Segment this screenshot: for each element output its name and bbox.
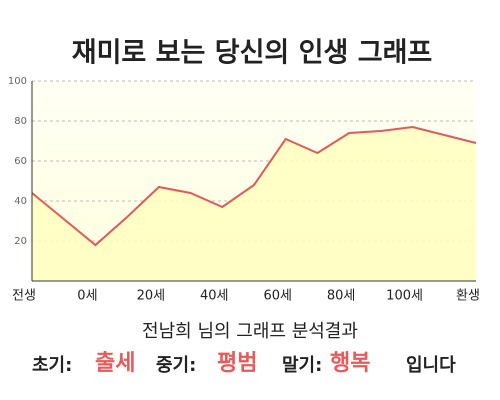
- x-tick-label: 전생: [12, 289, 36, 304]
- ending: 입니다: [406, 354, 456, 376]
- late-result: 행복: [330, 351, 370, 376]
- middle-result: 평범: [217, 351, 257, 376]
- result-heading: 전남희 님의 그래프 분석결과: [142, 321, 358, 342]
- y-tick-label: 100: [8, 76, 27, 87]
- middle-label: 중기:: [156, 355, 196, 376]
- x-tick-label: 0세: [77, 289, 97, 304]
- x-tick-label: 환생: [456, 289, 480, 304]
- x-tick-label: 20세: [137, 289, 166, 304]
- line: [31, 125, 477, 247]
- y-tick-label: 20: [14, 236, 27, 247]
- x-tick-label: 60세: [263, 289, 292, 304]
- early-result: 출세: [95, 351, 135, 376]
- y-tick-label: 80: [14, 116, 27, 127]
- x-tick-label: 40세: [200, 289, 229, 304]
- chart-title: 재미로 보는 당신의 인생 그래프: [72, 38, 433, 69]
- y-tick-label: 40: [14, 196, 27, 207]
- late-label: 말기:: [282, 355, 322, 376]
- early-label: 초기:: [32, 355, 72, 376]
- area: [32, 127, 476, 281]
- x-tick-label: 80세: [327, 289, 356, 304]
- y-tick-label: 60: [14, 156, 27, 167]
- x-tick-label: 100세: [386, 289, 423, 304]
